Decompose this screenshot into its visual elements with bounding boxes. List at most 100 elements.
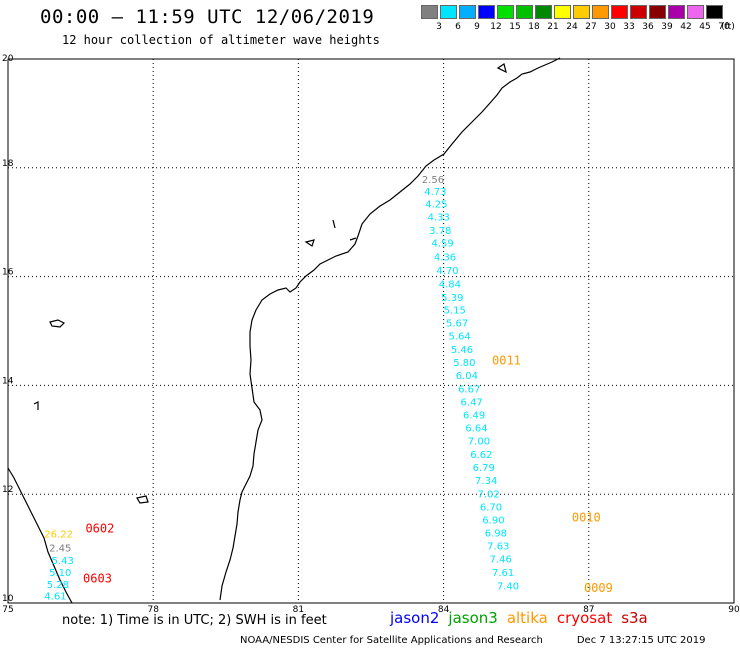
legend-label: 45	[699, 22, 711, 32]
island-1	[49, 319, 66, 328]
pass-time-label: 0602	[85, 521, 114, 535]
wave-height-label: 4.33	[428, 213, 450, 224]
mission-jason3: jason3	[448, 609, 498, 627]
mission-altika: altika	[506, 609, 548, 627]
wave-height-label: 5.10	[49, 568, 71, 579]
lat-tick-label: 12	[2, 485, 13, 495]
legend-unit: (ft)	[721, 22, 735, 32]
pass-labels: 0011 0010 0009 0602 0603	[83, 354, 613, 595]
lon-tick-label: 87	[583, 605, 594, 615]
legend-label: 6	[455, 22, 461, 32]
lon-tick-label: 90	[728, 605, 740, 615]
island-7	[33, 401, 39, 410]
legend-label: 12	[490, 22, 502, 32]
legend-label: 36	[642, 22, 654, 32]
wave-height-label: 5.67	[446, 319, 468, 330]
wave-height-label: 7.63	[487, 542, 509, 553]
legend-label: 15	[509, 22, 521, 32]
island-5	[349, 237, 357, 241]
wave-height-label: 4.36	[434, 252, 456, 263]
lon-tick-label: 84	[438, 605, 450, 615]
legend-swatch	[573, 5, 590, 19]
lat-tick-label: 10	[2, 594, 14, 604]
legend-swatch	[421, 5, 438, 19]
wave-height-label: 5.64	[448, 332, 470, 343]
wave-height-label: 6.64	[465, 424, 487, 435]
wave-height-label: 6.98	[485, 529, 507, 540]
lat-tick-label: 14	[2, 376, 14, 386]
wave-height-label: 6.79	[473, 463, 495, 474]
wave-height-label: 6.04	[456, 371, 478, 382]
island-2	[136, 495, 149, 504]
legend-swatch	[687, 5, 704, 19]
legend-label: 30	[604, 22, 616, 32]
map-frame	[7, 58, 735, 604]
wave-height-label: 4.70	[436, 266, 458, 277]
wave-height-label: 5.15	[444, 306, 466, 317]
legend-label: 70	[718, 22, 730, 32]
lon-tick-label: 81	[293, 605, 304, 615]
wave-height-label: 5.39	[441, 293, 463, 304]
legend-swatch	[497, 5, 514, 19]
pass-time-label: 0009	[584, 581, 613, 595]
wave-height-label: 7.46	[490, 555, 512, 566]
page-title: 00:00 – 11:59 UTC 12/06/2019	[40, 6, 375, 28]
wave-height-label: 4.25	[425, 200, 447, 211]
credit-line: NOAA/NESDIS Center for Satellite Applica…	[240, 635, 739, 646]
wave-height-label: 6.67	[458, 384, 480, 395]
wave-height-label: 5.43	[52, 556, 74, 567]
page-subtitle: 12 hour collection of altimeter wave hei…	[62, 33, 380, 47]
legend-label: 33	[623, 22, 635, 32]
legend-swatch	[630, 5, 647, 19]
legend-swatch	[478, 5, 495, 19]
coastline	[7, 57, 561, 604]
legend-swatch	[440, 5, 457, 19]
legend-swatch	[706, 5, 723, 19]
pass-time-label: 0011	[492, 354, 521, 368]
wave-height-label: 5.80	[453, 358, 475, 369]
lon-tick-label: 75	[2, 605, 13, 615]
legend-label: 27	[585, 22, 597, 32]
legend-swatch	[649, 5, 666, 19]
wave-height-label: 4.59	[432, 239, 454, 250]
lon-tick-label: 78	[147, 605, 159, 615]
color-legend: 3 6 9 12 15 18 21 24 27 30 33 36 39 42 45 70 (ft)	[421, 5, 740, 37]
map-grid: 75 78 81 84 87 90 20 18 16 14 12 10	[2, 54, 740, 615]
lat-tick-label: 20	[2, 54, 14, 64]
wave-height-label: 7.40	[497, 581, 519, 592]
wave-height-label: 5.28	[47, 580, 69, 591]
credit-text: NOAA/NESDIS Center for Satellite Applica…	[240, 635, 543, 646]
wave-height-label: 6.70	[480, 503, 502, 514]
wave-height-label: 7.02	[477, 489, 499, 500]
wave-height-label: 2.45	[49, 543, 71, 554]
legend-swatch	[668, 5, 685, 19]
legend-swatch	[611, 5, 628, 19]
mission-jason2: jason2	[390, 609, 440, 627]
legend-swatch	[554, 5, 571, 19]
legend-swatch	[592, 5, 609, 19]
wave-height-values: 2.564.73 4.25 4.33 3.78 4.59 4.36 4.70 4.84 5.39…	[44, 175, 519, 603]
legend-label: 24	[566, 22, 578, 32]
timestamp: Dec 7 13:27:15 UTC 2019	[576, 635, 706, 646]
mission-legend: jason2 jason3 altika cryosat s3a	[390, 609, 657, 627]
footnote: note: 1) Time is in UTC; 2) SWH is in fe…	[62, 613, 327, 628]
legend-label: 42	[680, 22, 692, 32]
wave-height-label: 5.46	[451, 345, 473, 356]
wave-height-label: 7.61	[492, 568, 514, 579]
lat-tick-label: 16	[2, 268, 14, 278]
island-4	[332, 219, 336, 229]
wave-height-label: 4.73	[424, 187, 446, 198]
wave-height-label: 26.22	[44, 530, 73, 541]
legend-label: 3	[436, 22, 442, 32]
island-3	[304, 239, 315, 247]
island-6	[496, 63, 507, 74]
coastline-mainland	[219, 57, 561, 601]
wave-height-label: 4.61	[44, 592, 66, 603]
legend-label: 39	[661, 22, 673, 32]
coastline-west	[7, 467, 73, 604]
legend-label: 21	[547, 22, 559, 32]
legend-label: 18	[528, 22, 540, 32]
wave-height-label: 2.56	[422, 175, 444, 186]
wave-height-label: 6.62	[470, 450, 492, 461]
